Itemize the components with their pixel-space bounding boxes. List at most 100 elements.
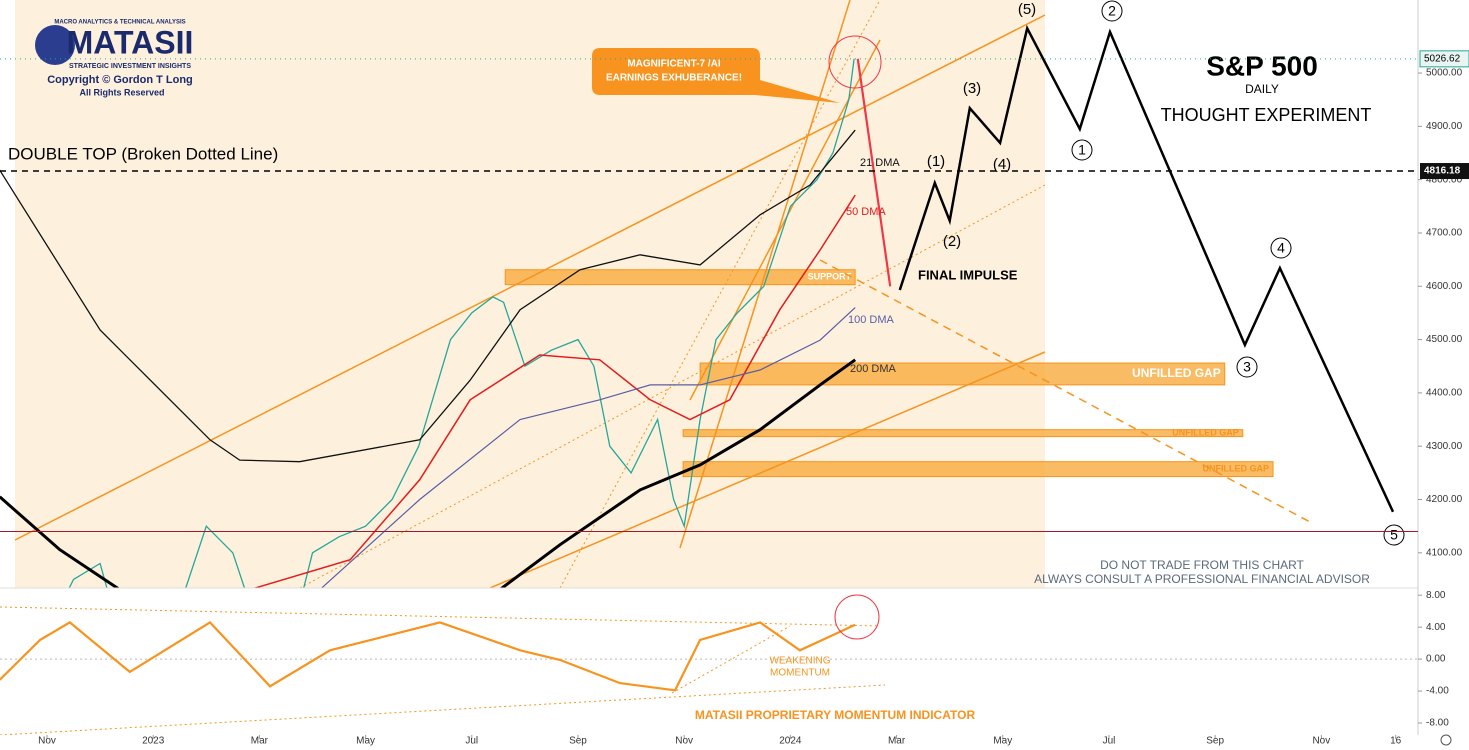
series-line	[0, 358, 857, 588]
ma-label: 200 DMA	[850, 363, 897, 375]
zone	[682, 429, 1244, 438]
y-tick-label: 4200.00	[1426, 494, 1463, 505]
ma-label: 21 DMA	[860, 157, 900, 169]
circle	[1236, 356, 1258, 378]
chart-title: S&P 500	[1206, 50, 1318, 81]
x-tick-label: May	[356, 736, 375, 747]
final-impulse: FINAL IMPULSE	[918, 267, 1018, 282]
x-tick-label: Nov	[1312, 736, 1330, 747]
wave-label: (3)	[963, 80, 981, 97]
x-tick-label: Jul	[1103, 736, 1116, 747]
series-line	[0, 620, 856, 692]
settings-icon[interactable]	[1440, 734, 1452, 746]
y-tick-label: 4800.00	[1426, 174, 1463, 185]
x-tick-label: Nov	[38, 736, 56, 747]
x-tick-label: Nov	[675, 736, 693, 747]
last-price-label: 5026.62	[1424, 53, 1461, 64]
wave-number: 2	[1108, 3, 1116, 19]
wave-number: 5	[1390, 527, 1398, 543]
indicator	[0, 606, 1418, 735]
mid-channel	[559, 0, 881, 588]
x-tick-label: 16	[1390, 736, 1402, 747]
wave-label: (2)	[943, 233, 961, 250]
wave-number: 4	[1277, 240, 1285, 256]
y-tick-label: -8.00	[1426, 718, 1449, 729]
zone-label: UNFILLED GAP	[1203, 463, 1270, 473]
wave-label: (5)	[1018, 1, 1036, 18]
x-tick-label: Jul	[465, 736, 478, 747]
y-tick-label: 8.00	[1426, 590, 1446, 601]
highlight-circle	[828, 35, 882, 89]
mid-channel	[299, 184, 1046, 588]
zones: SUPPORT UNFILLED GAP UNFILLED GAP UNFILLED …	[504, 269, 1274, 478]
y-tick-label: 4300.00	[1426, 441, 1463, 452]
callout-text: EARNINGS EXHUBERANCE!	[606, 73, 742, 84]
chart-subtitle: DAILY	[1245, 82, 1279, 96]
x-tick-label: Mar	[251, 736, 269, 747]
y-tick-label: 4100.00	[1426, 547, 1463, 558]
y-tick-label: 4600.00	[1426, 281, 1463, 292]
series-line	[320, 307, 856, 588]
price-lines	[0, 24, 1395, 588]
trend-dashed	[819, 259, 1311, 523]
circle	[1383, 524, 1405, 546]
x-tick-label: Sep	[569, 736, 587, 747]
y-tick-label: 4.00	[1426, 622, 1446, 633]
wave-labels: (1) (2) (3) (4) (5)	[927, 1, 1036, 250]
zone-label: UNFILLED GAP	[1132, 366, 1221, 380]
logo-emblem	[35, 25, 75, 65]
indicator-trend	[0, 606, 881, 627]
series-line	[68, 58, 855, 588]
zone	[504, 269, 856, 286]
circle	[1270, 237, 1292, 259]
x-tick-label: May	[993, 736, 1012, 747]
wave-label: (4)	[993, 156, 1011, 173]
callout-text: MAGNIFICENT-7 /AI	[627, 59, 721, 70]
series-line	[0, 129, 856, 463]
circled-texts: 1 2 3 4 5	[1078, 3, 1398, 543]
double-top-label: DOUBLE TOP (Broken Dotted Line)	[8, 144, 278, 163]
series-line	[898, 24, 1395, 513]
ma-label: 100 DMA	[848, 314, 895, 326]
zone	[699, 362, 1226, 386]
series-line	[252, 194, 856, 588]
logo-sub: STRATEGIC INVESTMENT INSIGHTS	[69, 63, 191, 70]
y-tick-label: -4.00	[1426, 686, 1449, 697]
logo-text: MATASII	[67, 24, 194, 60]
ma-label: 50 DMA	[846, 206, 886, 218]
x-tick-label: 2024	[779, 736, 802, 747]
y-tick-label: 5000.00	[1426, 68, 1463, 79]
y-tick-label: 4900.00	[1426, 121, 1463, 132]
disclaimer: DO NOT TRADE FROM THIS CHART	[1100, 558, 1304, 572]
highlight-circle	[834, 594, 880, 640]
copyright: Copyright © Gordon T Long	[47, 74, 193, 86]
wave-label: (1)	[927, 153, 945, 170]
series-line	[856, 58, 892, 287]
steep-channel	[679, 0, 851, 549]
callout	[592, 48, 840, 103]
wave-number: 1	[1078, 142, 1086, 158]
x-tick-label: Sep	[1206, 736, 1224, 747]
x-tick-label: Mar	[888, 736, 906, 747]
rights: All Rights Reserved	[79, 87, 164, 97]
y-tick-label: 0.00	[1426, 654, 1446, 665]
channel-upper	[14, 14, 1046, 541]
y-tick-label: 4500.00	[1426, 334, 1463, 345]
logo-top: MACRO ANALYTICS & TECHNICAL ANALYSIS	[54, 20, 185, 26]
indicator-note: WEAKENING	[769, 656, 830, 667]
last-price-box	[1419, 50, 1469, 68]
circle	[1101, 0, 1123, 22]
zone	[682, 461, 1274, 478]
circle	[1071, 139, 1093, 161]
disclaimer: ALWAYS CONSULT A PROFESSIONAL FINANCIAL …	[1034, 572, 1370, 586]
indicator-title: MATASII PROPRIETARY MOMENTUM INDICATOR	[695, 708, 976, 722]
x-tick-label: 2023	[142, 736, 165, 747]
wave-number: 3	[1243, 359, 1251, 375]
channel-lower	[489, 351, 1046, 588]
channels	[14, 0, 1311, 588]
indicator-note: MOMENTUM	[770, 668, 830, 679]
zone-label: SUPPORT	[808, 272, 852, 282]
level-box	[1420, 163, 1469, 180]
zone-label: UNFILLED GAP	[1172, 428, 1239, 438]
